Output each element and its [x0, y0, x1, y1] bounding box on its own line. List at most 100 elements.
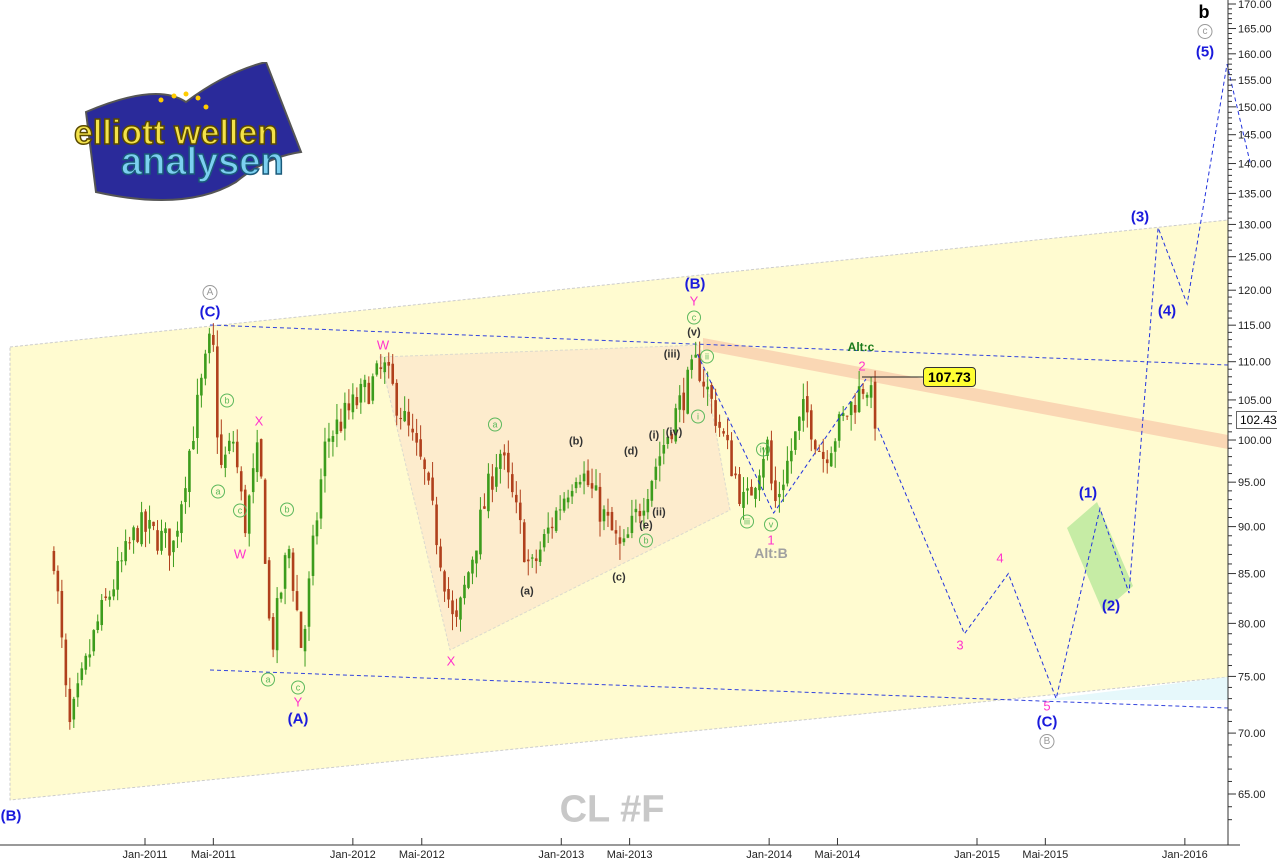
wave-label-circled: i — [691, 409, 705, 424]
svg-text:analysen: analysen — [121, 141, 284, 183]
candle-body — [208, 333, 211, 354]
candle-body — [311, 535, 315, 576]
candle-body — [726, 434, 729, 441]
x-tick-label: Jan-2012 — [330, 849, 376, 861]
candle-body — [355, 397, 359, 406]
wave-label: (c) — [612, 571, 626, 584]
candle-body — [718, 421, 721, 428]
candle-body — [227, 440, 231, 452]
candle-body — [359, 383, 363, 403]
candle-body — [116, 560, 119, 590]
wave-label-circled: c — [291, 680, 305, 695]
candle-body — [283, 555, 287, 589]
candle-body — [514, 494, 518, 503]
candle-body — [160, 530, 163, 551]
candle-body — [319, 479, 323, 519]
wave-label: (i) — [648, 429, 660, 442]
candle-body — [845, 415, 849, 417]
wave-label: 2 — [858, 358, 866, 374]
candle-body — [674, 408, 678, 442]
candle-body — [678, 395, 682, 410]
candle-body — [666, 436, 670, 444]
wave-label: (B) — [684, 275, 706, 293]
candle-body — [825, 459, 829, 464]
candle-body — [463, 584, 466, 599]
candle-body — [698, 353, 701, 381]
candle-body — [343, 402, 347, 429]
candle-body — [128, 542, 131, 544]
candle-body — [662, 445, 666, 454]
candle-body — [303, 628, 307, 652]
candle-body — [235, 441, 239, 468]
candle-body — [104, 596, 108, 598]
elliott-wellen-analysen-logo: elliott wellen analysen — [66, 60, 326, 217]
candle-body — [220, 434, 223, 465]
candle-body — [702, 381, 705, 387]
candle-body — [507, 452, 510, 473]
candle-body — [865, 394, 869, 398]
candle-body — [279, 592, 283, 599]
candle-body — [132, 527, 135, 541]
candle-body — [335, 419, 339, 435]
candle-body — [267, 560, 271, 619]
wave-label: (ii) — [652, 506, 666, 519]
candle-body — [184, 488, 187, 503]
wave-label: (5) — [1195, 43, 1215, 61]
candle-body — [590, 483, 594, 489]
candle-body — [650, 481, 654, 501]
candle-body — [750, 486, 753, 496]
target-zone — [1067, 502, 1133, 612]
candle-body — [231, 441, 235, 444]
wave-label: (B) — [0, 807, 22, 825]
lower-trendline — [209, 669, 1229, 709]
wave-label-circled: ii — [700, 349, 714, 364]
candle-body — [467, 572, 470, 588]
candle-body — [538, 549, 542, 562]
candle-body — [562, 498, 566, 511]
candle-body — [861, 389, 865, 394]
candle-body — [511, 474, 514, 493]
candle-body — [630, 515, 634, 534]
candle-body — [738, 474, 741, 504]
candle-body — [255, 442, 259, 473]
wave-label-circled: a — [211, 484, 225, 499]
candle-body — [618, 537, 622, 544]
wave-label: (b) — [568, 435, 584, 448]
y-tick-label: 80.00 — [1238, 618, 1266, 630]
svg-text:elliott wellen: elliott wellen — [74, 114, 278, 152]
wave-label-circled: v — [764, 517, 778, 532]
wave-label: b — [1198, 2, 1210, 22]
candle-body — [188, 450, 191, 493]
candle-body — [754, 487, 757, 499]
candle-body — [339, 421, 343, 432]
candle-body — [686, 369, 690, 414]
candle-body — [363, 379, 367, 388]
last-price-tag: 102.43 — [1236, 411, 1277, 429]
candle-body — [530, 557, 534, 559]
candle-body — [447, 589, 450, 600]
x-tick-label: Jan-2013 — [538, 849, 584, 861]
candle-body — [96, 621, 100, 631]
x-tick-label: Mai-2015 — [1022, 849, 1068, 861]
candle-body — [802, 399, 805, 421]
x-tick-label: Mai-2013 — [607, 849, 653, 861]
candle-body — [439, 546, 442, 568]
candle-body — [554, 510, 558, 531]
candle-body — [427, 472, 430, 481]
candle-body — [774, 480, 777, 502]
candle-body — [841, 413, 845, 416]
candle-body — [72, 698, 76, 720]
candle-body — [423, 459, 426, 470]
y-tick-label: 100.00 — [1238, 435, 1272, 447]
candle-body — [196, 394, 199, 438]
candle-body — [610, 511, 614, 531]
candle-body — [550, 526, 554, 529]
x-tick-label: Jan-2011 — [122, 849, 167, 861]
candle-body — [251, 468, 255, 493]
candle-body — [287, 549, 291, 559]
wave-label: 1 — [767, 532, 775, 548]
candle-body — [108, 596, 111, 600]
y-tick-label: 110.00 — [1238, 357, 1271, 369]
candle-body — [518, 502, 522, 521]
candle-body — [379, 367, 383, 370]
